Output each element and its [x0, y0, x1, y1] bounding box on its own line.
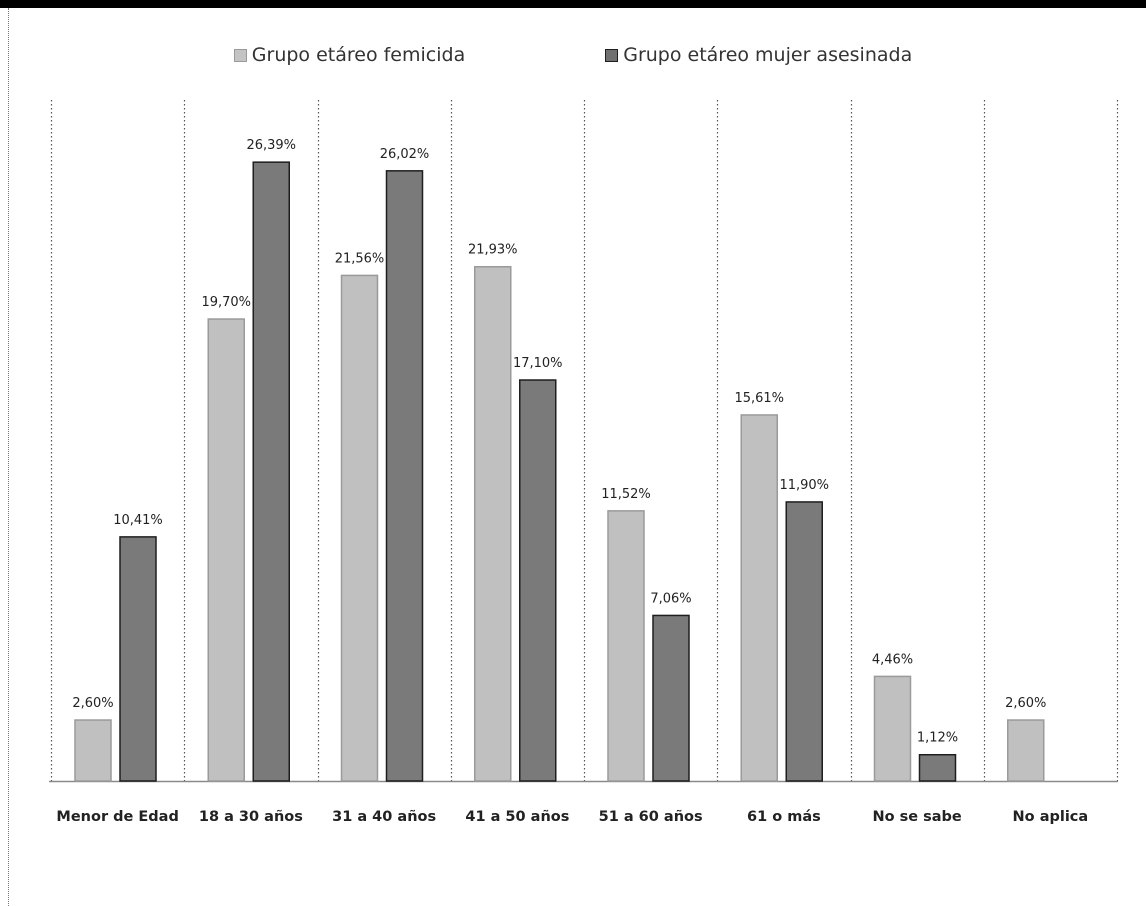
legend-item-femicida: Grupo etáreo femicida [233, 44, 466, 66]
category-label: 31 a 40 años [332, 809, 436, 825]
legend-label-mujer-asesinada: Grupo etáreo mujer asesinada [623, 44, 913, 66]
data-label: 2,60% [72, 696, 113, 711]
data-label: 1,12% [917, 731, 958, 746]
category-label: No aplica [1013, 809, 1089, 825]
bar-mujer-asesinada [119, 536, 157, 782]
data-label: 7,06% [650, 591, 691, 606]
category-label: 51 a 60 años [599, 809, 703, 825]
data-label: 21,93% [468, 243, 518, 258]
bar-mujer-asesinada [785, 501, 823, 782]
data-label: 4,46% [872, 652, 913, 667]
category-label: 41 a 50 años [465, 809, 569, 825]
bar-mujer-asesinada [918, 753, 957, 782]
data-label: 11,52% [601, 487, 651, 502]
legend-label-femicida: Grupo etáreo femicida [251, 44, 466, 66]
data-label: 10,41% [113, 513, 163, 528]
legend-swatch-light [233, 48, 247, 62]
legend: Grupo etáreo femicida Grupo etáreo mujer… [0, 44, 1146, 66]
data-label: 26,39% [246, 138, 296, 153]
data-label: 15,61% [734, 391, 784, 406]
bar-mujer-asesinada [252, 161, 290, 782]
bar-femicida [207, 318, 245, 782]
data-label: 11,90% [779, 478, 829, 493]
header-bar [0, 0, 1146, 8]
data-label: 2,60% [1005, 696, 1046, 711]
legend-item-mujer-asesinada: Grupo etáreo mujer asesinada [605, 44, 912, 66]
category-label: 61 o más [747, 809, 821, 825]
bar-femicida [340, 274, 379, 782]
category-label: No se sabe [872, 809, 961, 825]
category-label: Menor de Edad [56, 809, 178, 825]
data-label: 21,56% [335, 251, 385, 266]
data-label: 26,02% [380, 147, 430, 162]
bar-mujer-asesinada [385, 170, 424, 782]
bar-femicida [740, 414, 778, 782]
legend-swatch-dark [605, 48, 619, 62]
bar-femicida [74, 719, 112, 782]
category-label: 18 a 30 años [199, 809, 303, 825]
bar-mujer-asesinada [519, 379, 557, 782]
bar-femicida [873, 675, 912, 782]
data-label: 19,70% [201, 295, 251, 310]
bar-femicida [1007, 719, 1045, 782]
bar-femicida [607, 510, 645, 782]
chart-frame-edge [8, 8, 9, 906]
bar-mujer-asesinada [652, 614, 690, 782]
bar-femicida [474, 265, 512, 782]
data-label: 17,10% [513, 356, 563, 371]
